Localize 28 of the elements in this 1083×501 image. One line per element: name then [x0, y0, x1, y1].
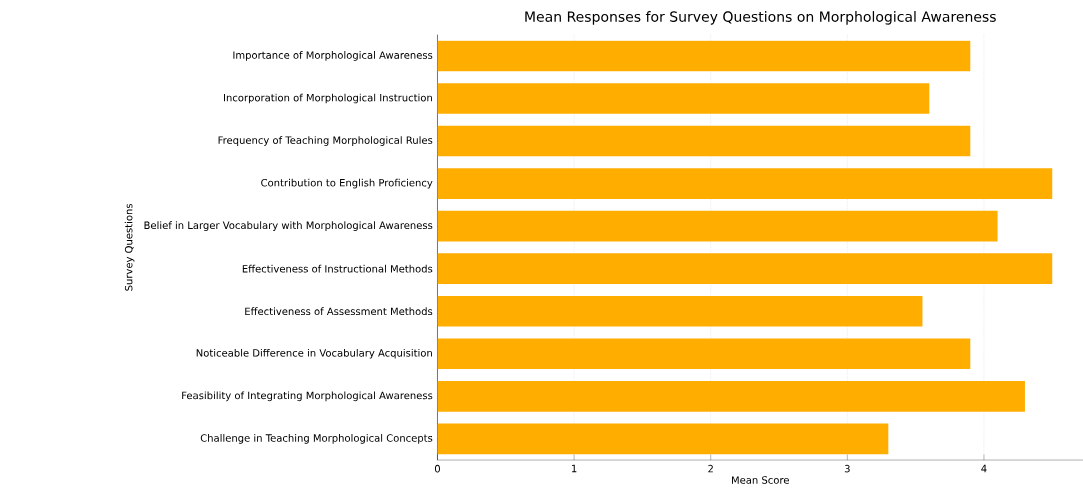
- bar: [437, 82, 930, 114]
- bar: [437, 40, 971, 72]
- bar: [437, 380, 1025, 412]
- y-tick-label: Challenge in Teaching Morphological Concepts: [200, 433, 433, 444]
- y-tick-label: Feasibility of Integrating Morphological Awareness: [182, 391, 433, 401]
- bar: [437, 295, 923, 327]
- bar: [437, 125, 971, 157]
- bar: [437, 210, 998, 242]
- x-axis-title: Mean Score: [731, 476, 789, 484]
- chart-title: Mean Responses for Survey Questions on Morphological Awareness: [525, 10, 996, 25]
- y-tick-label: Effectiveness of Assessment Methods: [245, 307, 433, 315]
- y-tick-label: Belief in Larger Vocabulary with Morphological Awareness: [144, 221, 433, 231]
- y-tick-label: Importance of Morphological Awareness: [233, 50, 433, 61]
- x-tick-label: 0: [434, 464, 440, 473]
- x-tick-label: 2: [708, 464, 713, 473]
- bar: [437, 423, 889, 454]
- bar: [437, 338, 971, 369]
- y-axis-title: Survey Questions: [124, 203, 135, 291]
- y-tick-label: Noticeable Difference in Vocabulary Acquisition: [196, 348, 432, 359]
- bar: [437, 253, 1053, 284]
- y-tick-label: Effectiveness of Instructional Methods: [242, 264, 433, 273]
- y-tick-label: Frequency of Teaching Morphological Rules: [218, 135, 433, 146]
- y-tick-label: Incorporation of Morphological Instruction: [224, 93, 432, 104]
- x-tick-label: 3: [844, 464, 850, 473]
- bar: [437, 168, 1053, 199]
- x-tick-label: 4: [981, 464, 987, 472]
- x-tick-label: 1: [572, 464, 577, 472]
- y-tick-label: Contribution to English Proficiency: [261, 178, 433, 189]
